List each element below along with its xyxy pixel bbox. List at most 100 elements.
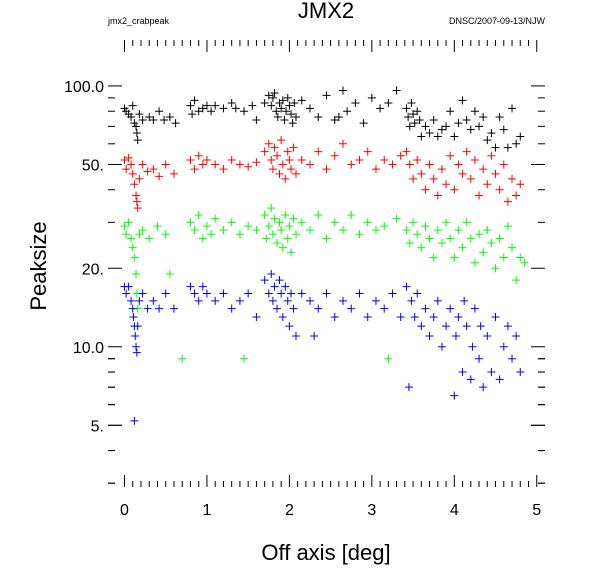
data-point xyxy=(479,248,488,257)
data-point xyxy=(322,289,331,298)
data-point xyxy=(475,191,484,200)
data-point xyxy=(367,93,376,102)
data-point xyxy=(248,101,257,110)
data-point xyxy=(169,304,178,313)
data-point xyxy=(338,226,347,235)
data-point xyxy=(153,222,162,231)
data-point xyxy=(409,110,418,119)
data-point xyxy=(277,289,286,298)
data-point xyxy=(503,322,512,331)
data-point xyxy=(396,151,405,160)
data-point xyxy=(285,222,294,231)
data-point xyxy=(128,101,137,110)
series-0 xyxy=(120,86,525,152)
data-point xyxy=(122,289,131,298)
data-point xyxy=(138,116,147,125)
author-date-tag: DNSC/2007-09-13/NJW xyxy=(449,16,546,26)
data-point xyxy=(133,322,142,331)
data-point xyxy=(404,383,413,392)
data-point xyxy=(149,116,158,125)
data-point xyxy=(322,91,331,100)
data-point xyxy=(122,165,131,174)
data-point xyxy=(503,197,512,206)
data-point xyxy=(169,169,178,178)
data-point xyxy=(202,222,211,231)
data-point xyxy=(442,218,451,227)
data-point xyxy=(188,110,197,119)
data-point xyxy=(343,107,352,116)
data-point xyxy=(283,296,292,305)
data-point xyxy=(470,304,479,313)
data-point xyxy=(194,107,203,116)
data-point xyxy=(462,116,471,125)
data-point xyxy=(306,296,315,305)
data-point xyxy=(132,122,141,131)
data-point xyxy=(252,158,261,167)
data-point xyxy=(402,226,411,235)
data-point xyxy=(491,313,500,322)
data-point xyxy=(503,222,512,231)
data-point xyxy=(133,136,142,145)
data-point xyxy=(460,296,469,305)
axes-frame xyxy=(108,40,545,487)
data-point xyxy=(363,313,372,322)
data-point xyxy=(132,197,141,206)
data-point xyxy=(202,101,211,110)
data-point xyxy=(433,191,442,200)
data-point xyxy=(371,226,380,235)
data-point xyxy=(252,313,261,322)
data-point xyxy=(512,331,521,340)
data-point xyxy=(231,104,240,113)
data-point xyxy=(198,234,207,243)
data-point xyxy=(219,289,228,298)
data-point xyxy=(132,191,141,200)
y-tick-label: 50. xyxy=(82,157,104,174)
data-point xyxy=(421,304,430,313)
data-point xyxy=(314,211,323,220)
data-point xyxy=(470,107,479,116)
data-point xyxy=(202,289,211,298)
data-point xyxy=(425,129,434,138)
data-point xyxy=(120,156,129,165)
data-point xyxy=(425,234,434,243)
data-point xyxy=(380,222,389,231)
data-point xyxy=(198,160,207,169)
data-point xyxy=(371,165,380,174)
data-point xyxy=(268,296,277,305)
data-point xyxy=(127,296,136,305)
data-point xyxy=(512,191,521,200)
data-point xyxy=(450,391,459,400)
data-point xyxy=(407,296,416,305)
data-point xyxy=(462,147,471,156)
data-point xyxy=(135,110,144,119)
data-point xyxy=(359,119,368,128)
data-point xyxy=(442,122,451,131)
data-point xyxy=(429,313,438,322)
data-point xyxy=(268,93,277,102)
data-point xyxy=(260,276,269,285)
data-point xyxy=(132,348,141,357)
data-point xyxy=(260,211,269,220)
data-point xyxy=(371,296,380,305)
data-point xyxy=(415,116,424,125)
data-point xyxy=(437,165,446,174)
data-point xyxy=(425,331,434,340)
data-point xyxy=(291,331,300,340)
data-point xyxy=(429,253,438,262)
data-point xyxy=(495,375,504,384)
data-point xyxy=(429,116,438,125)
data-point xyxy=(277,104,286,113)
data-point xyxy=(133,204,142,213)
data-point xyxy=(466,125,475,134)
data-point xyxy=(219,226,228,235)
data-point xyxy=(289,143,298,152)
data-point xyxy=(128,169,137,178)
data-point xyxy=(475,230,484,239)
y-tick-labels: 5. 10.0 20. 50. 100.0 xyxy=(64,79,104,435)
data-point xyxy=(135,230,144,239)
data-point xyxy=(291,113,300,122)
y-tick-label: 100.0 xyxy=(64,79,104,96)
data-point xyxy=(413,230,422,239)
data-point xyxy=(287,165,296,174)
data-point xyxy=(267,270,276,279)
